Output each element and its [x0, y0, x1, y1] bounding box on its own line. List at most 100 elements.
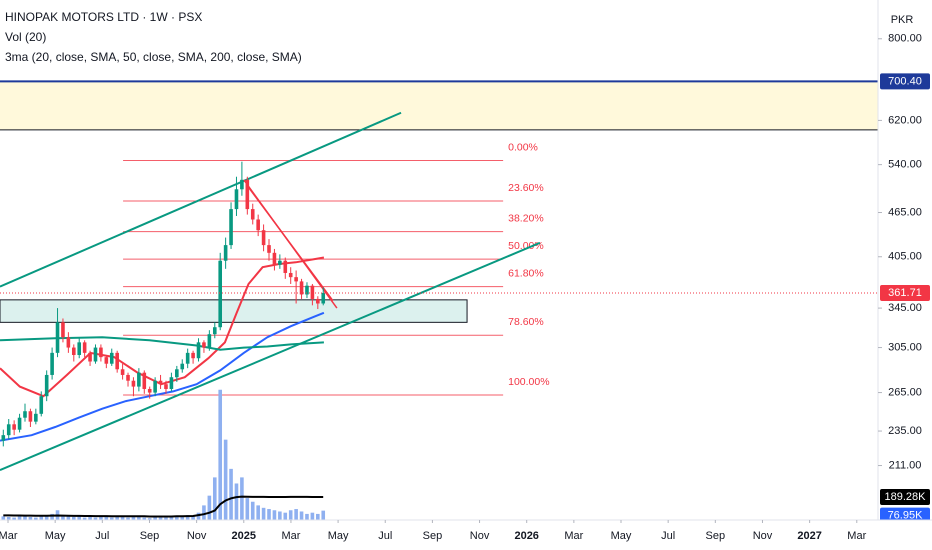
x-tick-label: Nov — [187, 530, 207, 542]
candle-body — [158, 380, 163, 385]
volume-bar — [202, 505, 206, 520]
volume-bar — [305, 513, 309, 520]
candle-body — [196, 342, 201, 359]
candle-body — [223, 245, 228, 261]
candle-body — [229, 209, 233, 246]
candle-body — [283, 260, 288, 273]
volume-bar — [61, 515, 65, 520]
candle-body — [44, 374, 49, 397]
candle-body — [34, 413, 38, 422]
volume-bar — [321, 510, 326, 520]
volume-bar — [50, 513, 54, 520]
volume-bar — [250, 501, 255, 520]
volume-bar — [28, 516, 33, 520]
candle-body — [299, 281, 304, 295]
volume-bar — [283, 512, 288, 520]
volume-bar — [126, 517, 130, 520]
candle-body — [12, 424, 16, 430]
price-axis — [878, 0, 932, 550]
candle-body — [77, 342, 82, 355]
candle-body — [88, 352, 92, 362]
candle-body — [71, 347, 76, 355]
candle-body — [175, 369, 179, 378]
volume-bar — [158, 517, 163, 520]
zone — [0, 81, 878, 130]
candle-body — [23, 411, 27, 418]
x-tick-label: May — [611, 530, 632, 542]
candle-body — [212, 327, 217, 335]
volume-bar — [180, 515, 185, 520]
candle-body — [191, 352, 195, 359]
x-tick-label: Jul — [95, 530, 109, 542]
candle-body — [278, 260, 282, 265]
indicator-label: Vol (20) — [5, 30, 46, 44]
candle-body — [39, 396, 44, 414]
y-tick-label: 305.00 — [888, 341, 922, 353]
candle-body — [61, 322, 65, 338]
candle-body — [180, 363, 185, 370]
y-tick-label: 265.00 — [888, 386, 922, 398]
y-tick-label: 235.00 — [888, 425, 922, 437]
x-tick-label: Sep — [140, 530, 160, 542]
indicator-label: 3ma (20, close, SMA, 50, close, SMA, 200… — [5, 50, 302, 64]
candle-body — [55, 322, 60, 353]
candle-body — [256, 219, 260, 231]
candle-body — [115, 352, 119, 370]
candle-body — [28, 411, 33, 422]
volume-bar — [99, 516, 103, 520]
candle-body — [82, 342, 87, 353]
x-tick-label: May — [328, 530, 349, 542]
candle-body — [50, 352, 54, 375]
volume-bar — [223, 439, 228, 520]
candle-body — [316, 298, 320, 304]
candle-body — [202, 342, 206, 348]
x-tick-label: 2025 — [232, 530, 256, 542]
fib-label: 0.00% — [508, 141, 538, 153]
volume-bar — [245, 498, 250, 520]
y-tick-label: 465.00 — [888, 206, 922, 218]
volume-bar — [169, 516, 174, 520]
channel-line — [0, 241, 541, 472]
chart-title: HINOPAK MOTORS LTD · 1W · PSX — [5, 10, 202, 24]
volume-bar — [120, 516, 125, 520]
volume-bar — [191, 516, 195, 520]
moving-average — [0, 256, 325, 398]
volume-bar — [240, 477, 244, 520]
volume-bar — [104, 516, 109, 520]
volume-bar — [229, 468, 233, 520]
candle-body — [93, 347, 98, 362]
volume-bar — [137, 516, 141, 520]
volume-bar — [88, 516, 92, 520]
x-tick-label: Sep — [423, 530, 443, 542]
volume-bar — [23, 516, 27, 520]
x-tick-label: Jul — [378, 530, 392, 542]
x-tick-label: 2027 — [797, 530, 821, 542]
candle-body — [240, 179, 244, 190]
moving-average — [0, 336, 324, 351]
x-tick-label: Mar — [281, 530, 300, 542]
price-tag-label: 76.95K — [888, 510, 924, 522]
y-tick-label: 620.00 — [888, 114, 922, 126]
x-tick-label: Nov — [753, 530, 773, 542]
candle-body — [207, 334, 212, 348]
y-tick-label: 540.00 — [888, 159, 922, 171]
volume-bar — [288, 510, 293, 520]
volume-bar — [34, 517, 38, 520]
candle-body — [272, 252, 277, 265]
volume-bar — [109, 517, 114, 520]
x-tick-label: Sep — [706, 530, 726, 542]
price-tag-label: 361.71 — [888, 287, 922, 299]
volume-bar — [131, 516, 136, 520]
trend-line — [247, 186, 334, 302]
candle-body — [294, 277, 298, 282]
y-tick-label: 211.00 — [889, 459, 922, 471]
candle-body — [164, 384, 168, 389]
y-tick-label: 800.00 — [888, 33, 922, 45]
volume-bar — [310, 512, 315, 520]
y-tick-label: 405.00 — [888, 251, 922, 263]
candle-body — [142, 372, 147, 389]
x-tick-label: Mar — [0, 530, 18, 542]
fib-label: 78.60% — [508, 316, 544, 328]
candle-body — [104, 357, 109, 364]
